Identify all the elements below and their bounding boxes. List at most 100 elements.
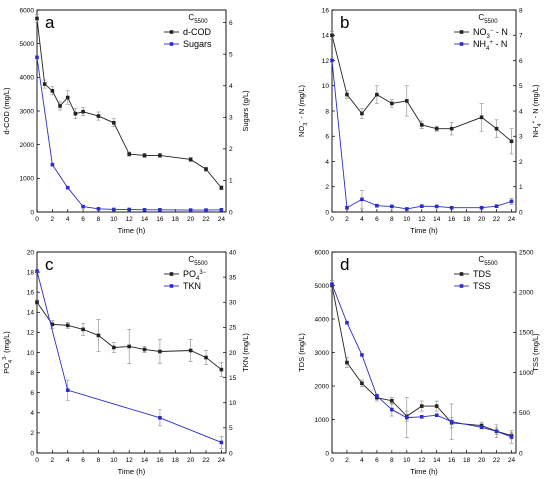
y-tick-label: 5000 xyxy=(315,283,330,290)
y-tick-label: 2 xyxy=(325,184,329,191)
data-point xyxy=(35,55,39,60)
data-point xyxy=(509,199,514,204)
series-nh4-n xyxy=(330,58,514,211)
x-tick-label: 20 xyxy=(478,457,486,464)
legend-marker xyxy=(169,272,174,276)
y2-tick-label: 15 xyxy=(229,375,237,382)
data-point xyxy=(345,320,349,325)
data-point xyxy=(112,345,116,350)
x-tick-label: 16 xyxy=(448,457,456,464)
data-point xyxy=(112,120,116,125)
y-tick-label: 0 xyxy=(325,209,329,216)
y2-tick-label: 0 xyxy=(229,209,233,216)
data-point xyxy=(65,388,70,392)
panel-letter: c xyxy=(45,255,54,274)
x-tick-label: 2 xyxy=(51,216,55,223)
series-line xyxy=(331,60,512,210)
y2-tick-label: 4 xyxy=(229,83,233,90)
y2-tick-label: 30 xyxy=(229,300,237,307)
data-point xyxy=(449,419,454,424)
x-tick-label: 8 xyxy=(390,216,394,223)
legend-entry: d-COD xyxy=(183,27,212,37)
y-tick-label: 4000 xyxy=(20,75,35,82)
x-tick-label: 4 xyxy=(66,216,70,223)
x-axis-label: Time (h) xyxy=(118,467,146,476)
y-tick-label: 6 xyxy=(325,134,329,141)
y-tick-label: 14 xyxy=(322,33,330,40)
x-tick-label: 24 xyxy=(508,216,516,223)
x-tick-label: 8 xyxy=(97,457,101,464)
data-point xyxy=(81,109,85,114)
legend-marker xyxy=(459,272,464,276)
y-tick-label: 12 xyxy=(27,330,35,337)
legend-title: C5500 xyxy=(188,255,208,267)
x-tick-label: 22 xyxy=(202,457,210,464)
y2-tick-label: 0 xyxy=(229,450,233,457)
x-tick-label: 14 xyxy=(433,216,441,223)
y2-tick-label: 5 xyxy=(229,425,233,432)
y-tick-label: 12 xyxy=(322,58,330,65)
legend: C5500 d-COD Sugars xyxy=(164,13,212,49)
x-tick-label: 18 xyxy=(172,216,180,223)
x-tick-label: 18 xyxy=(463,216,471,223)
data-point xyxy=(142,347,147,352)
x-tick-label: 0 xyxy=(330,216,334,223)
data-point xyxy=(158,207,162,212)
x-tick-label: 24 xyxy=(508,457,516,464)
y-tick-label: 3000 xyxy=(315,350,330,357)
x-tick-label: 4 xyxy=(360,216,364,223)
y-tick-label: 14 xyxy=(27,310,35,317)
data-point xyxy=(158,416,162,420)
y-tick-label: 2 xyxy=(30,430,34,437)
data-point xyxy=(188,348,193,353)
x-tick-label: 8 xyxy=(97,216,101,223)
data-point xyxy=(127,344,131,349)
data-point xyxy=(434,126,439,131)
data-point xyxy=(142,207,147,212)
x-tick-label: 6 xyxy=(81,216,85,223)
y-tick-label: 1000 xyxy=(315,417,330,424)
y2-axis-label: Sugars (g/L) xyxy=(241,90,250,132)
y-tick-label: 4 xyxy=(30,410,34,417)
x-tick-label: 6 xyxy=(375,457,379,464)
x-tick-label: 16 xyxy=(448,216,456,223)
y2-axis-label: TKN (mg/L) xyxy=(241,333,250,372)
legend: C5500 TDS TSS xyxy=(454,255,498,291)
data-point xyxy=(434,413,439,418)
y2-tick-label: 2 xyxy=(519,159,523,166)
y-tick-label: 3000 xyxy=(20,108,35,115)
x-tick-label: 2 xyxy=(345,216,349,223)
data-point xyxy=(42,82,47,86)
y2-tick-label: 8 xyxy=(519,7,523,14)
data-point xyxy=(404,207,409,211)
legend-entry: NH4+ - N xyxy=(473,39,507,52)
data-point xyxy=(479,205,484,210)
y2-tick-label: 500 xyxy=(519,410,530,417)
series-po43- xyxy=(35,299,224,377)
y2-tick-label: 2500 xyxy=(519,249,534,256)
data-point xyxy=(96,207,101,211)
data-point xyxy=(360,353,364,357)
x-tick-label: 12 xyxy=(418,457,426,464)
data-point xyxy=(65,95,70,100)
data-point xyxy=(375,92,379,97)
data-point xyxy=(219,207,224,212)
y2-tick-label: 5 xyxy=(519,83,523,90)
x-tick-label: 12 xyxy=(126,216,134,223)
data-point xyxy=(127,207,131,212)
y-tick-label: 6 xyxy=(30,390,34,397)
data-point xyxy=(35,16,39,21)
y2-tick-label: 0 xyxy=(519,209,523,216)
y2-tick-label: 6 xyxy=(229,20,233,27)
legend-entry: TSS xyxy=(473,281,491,291)
legend-title: C5500 xyxy=(478,255,498,267)
x-tick-label: 14 xyxy=(141,457,149,464)
series-line xyxy=(331,285,512,437)
data-point xyxy=(65,185,70,190)
y2-tick-label: 3 xyxy=(519,134,523,141)
y2-tick-label: 1 xyxy=(519,184,523,191)
legend: C5500 PO43−TKN xyxy=(164,255,208,291)
data-point xyxy=(375,394,379,398)
series-line xyxy=(36,270,222,443)
